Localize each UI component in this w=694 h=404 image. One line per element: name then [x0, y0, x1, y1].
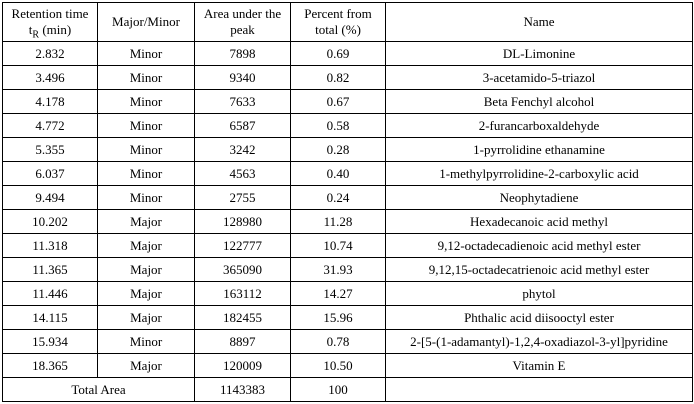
cell-percent: 10.50 [290, 353, 386, 378]
cell-retention-time: 14.115 [2, 305, 98, 330]
cell-percent: 0.82 [290, 65, 386, 90]
table-row: 15.934 Minor 8897 0.78 2-[5-(1-adamantyl… [2, 329, 693, 354]
cell-retention-time: 4.178 [2, 89, 98, 114]
cell-retention-time: 6.037 [2, 161, 98, 186]
table-row: 10.202 Major 128980 11.28 Hexadecanoic a… [2, 209, 693, 234]
header-retention-text: Retention time t [11, 5, 89, 37]
cell-name: Beta Fenchyl alcohol [385, 89, 693, 114]
table-row: 11.318 Major 122777 10.74 9,12-octadecad… [2, 233, 693, 258]
cell-major-minor: Major [97, 305, 195, 330]
table-row: 3.496 Minor 9340 0.82 3-acetamido-5-tria… [2, 65, 693, 90]
cell-major-minor: Minor [97, 65, 195, 90]
cell-name: 2-furancarboxaldehyde [385, 113, 693, 138]
total-area: 1143383 [194, 377, 291, 402]
cell-major-minor: Major [97, 233, 195, 258]
cell-area: 365090 [194, 257, 291, 282]
table-row: 18.365 Major 120009 10.50 Vitamin E [2, 353, 693, 378]
cell-retention-time: 11.365 [2, 257, 98, 282]
cell-retention-time: 11.318 [2, 233, 98, 258]
cell-name: Vitamin E [385, 353, 693, 378]
cell-major-minor: Major [97, 209, 195, 234]
cell-name: 1-methylpyrrolidine-2-carboxylic acid [385, 161, 693, 186]
cell-major-minor: Minor [97, 185, 195, 210]
cell-area: 163112 [194, 281, 291, 306]
cell-retention-time: 18.365 [2, 353, 98, 378]
cell-percent: 31.93 [290, 257, 386, 282]
cell-name: 9,12-octadecadienoic acid methyl ester [385, 233, 693, 258]
cell-major-minor: Minor [97, 113, 195, 138]
cell-percent: 0.58 [290, 113, 386, 138]
table-row: 11.446 Major 163112 14.27 phytol [2, 281, 693, 306]
cell-percent: 0.40 [290, 161, 386, 186]
cell-retention-time: 4.772 [2, 113, 98, 138]
cell-name: Phthalic acid diisooctyl ester [385, 305, 693, 330]
cell-percent: 0.28 [290, 137, 386, 162]
cell-major-minor: Major [97, 353, 195, 378]
cell-percent: 15.96 [290, 305, 386, 330]
cell-name: 2-[5-(1-adamantyl)-1,2,4-oxadiazol-3-yl]… [385, 329, 693, 354]
header-retention-time: Retention time tR (min) [2, 2, 98, 42]
cell-name: Neophytadiene [385, 185, 693, 210]
table-row: 5.355 Minor 3242 0.28 1-pyrrolidine etha… [2, 137, 693, 162]
cell-retention-time: 10.202 [2, 209, 98, 234]
header-area: Area under the peak [194, 2, 291, 42]
cell-area: 6587 [194, 113, 291, 138]
cell-area: 182455 [194, 305, 291, 330]
header-percent: Percent from total (%) [290, 2, 386, 42]
cell-retention-time: 15.934 [2, 329, 98, 354]
cell-retention-time: 2.832 [2, 41, 98, 66]
cell-name: DL-Limonine [385, 41, 693, 66]
table-row: 4.178 Minor 7633 0.67 Beta Fenchyl alcoh… [2, 89, 693, 114]
header-retention-subscript: R [32, 29, 40, 41]
cell-major-minor: Major [97, 281, 195, 306]
cell-name: 9,12,15-octadecatrienoic acid methyl est… [385, 257, 693, 282]
total-label: Total Area [2, 377, 195, 402]
total-name-empty [385, 377, 693, 402]
table-row: 11.365 Major 365090 31.93 9,12,15-octade… [2, 257, 693, 282]
table-row: 2.832 Minor 7898 0.69 DL-Limonine [2, 41, 693, 66]
cell-name: 3-acetamido-5-triazol [385, 65, 693, 90]
cell-area: 3242 [194, 137, 291, 162]
cell-retention-time: 3.496 [2, 65, 98, 90]
cell-major-minor: Minor [97, 161, 195, 186]
cell-area: 4563 [194, 161, 291, 186]
cell-area: 2755 [194, 185, 291, 210]
header-retention-unit: (min) [39, 22, 72, 37]
cell-retention-time: 5.355 [2, 137, 98, 162]
table-row: 6.037 Minor 4563 0.40 1-methylpyrrolidin… [2, 161, 693, 186]
cell-major-minor: Minor [97, 41, 195, 66]
cell-area: 9340 [194, 65, 291, 90]
cell-percent: 0.24 [290, 185, 386, 210]
header-major-minor: Major/Minor [97, 2, 195, 42]
cell-area: 128980 [194, 209, 291, 234]
cell-name: Hexadecanoic acid methyl [385, 209, 693, 234]
cell-area: 7898 [194, 41, 291, 66]
cell-name: phytol [385, 281, 693, 306]
cell-area: 120009 [194, 353, 291, 378]
cell-retention-time: 9.494 [2, 185, 98, 210]
cell-percent: 11.28 [290, 209, 386, 234]
cell-percent: 0.78 [290, 329, 386, 354]
table-row: 4.772 Minor 6587 0.58 2-furancarboxaldeh… [2, 113, 693, 138]
cell-percent: 0.69 [290, 41, 386, 66]
cell-area: 122777 [194, 233, 291, 258]
header-row: Retention time tR (min) Major/Minor Area… [2, 2, 693, 42]
cell-percent: 10.74 [290, 233, 386, 258]
table-row: 9.494 Minor 2755 0.24 Neophytadiene [2, 185, 693, 210]
cell-major-minor: Major [97, 257, 195, 282]
cell-major-minor: Minor [97, 329, 195, 354]
cell-percent: 0.67 [290, 89, 386, 114]
header-name: Name [385, 2, 693, 42]
table-row: 14.115 Major 182455 15.96 Phthalic acid … [2, 305, 693, 330]
cell-retention-time: 11.446 [2, 281, 98, 306]
cell-name: 1-pyrrolidine ethanamine [385, 137, 693, 162]
total-percent: 100 [290, 377, 386, 402]
cell-percent: 14.27 [290, 281, 386, 306]
cell-major-minor: Minor [97, 89, 195, 114]
total-row: Total Area 1143383 100 [2, 377, 693, 402]
cell-area: 8897 [194, 329, 291, 354]
cell-area: 7633 [194, 89, 291, 114]
cell-major-minor: Minor [97, 137, 195, 162]
